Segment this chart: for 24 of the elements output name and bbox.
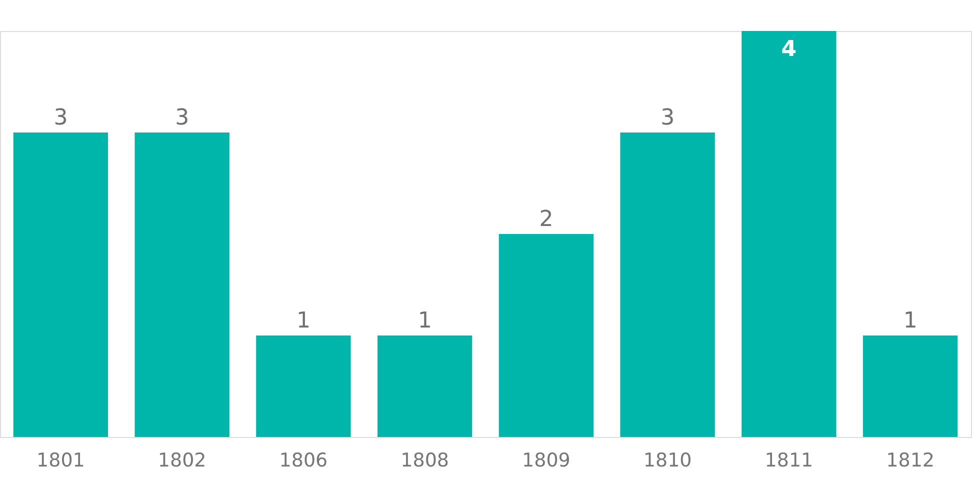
data-label: 1 bbox=[418, 308, 432, 334]
bar bbox=[134, 132, 230, 437]
x-tick-label: 1808 bbox=[400, 450, 449, 472]
data-label: 1 bbox=[903, 308, 918, 334]
x-tick-label: 1801 bbox=[36, 450, 85, 472]
data-label: 2 bbox=[539, 207, 554, 232]
bar bbox=[742, 31, 836, 437]
data-label: 3 bbox=[54, 106, 68, 130]
x-tick-label: 1802 bbox=[158, 450, 206, 472]
x-tick-label: 1809 bbox=[522, 450, 570, 472]
data-label: 1 bbox=[296, 308, 310, 334]
data-label: 4 bbox=[781, 37, 797, 62]
bar bbox=[13, 132, 108, 437]
bar bbox=[498, 234, 594, 437]
bar bbox=[862, 336, 958, 437]
bar bbox=[377, 336, 472, 437]
x-tick-label: 1812 bbox=[886, 450, 934, 472]
x-tick-label: 1811 bbox=[764, 450, 814, 472]
x-tick-label: 1806 bbox=[279, 450, 328, 472]
data-label: 3 bbox=[660, 106, 675, 130]
data-label: 3 bbox=[175, 106, 190, 130]
x-tick-label: 1810 bbox=[643, 450, 692, 472]
bar bbox=[256, 336, 351, 437]
bar bbox=[620, 132, 715, 437]
